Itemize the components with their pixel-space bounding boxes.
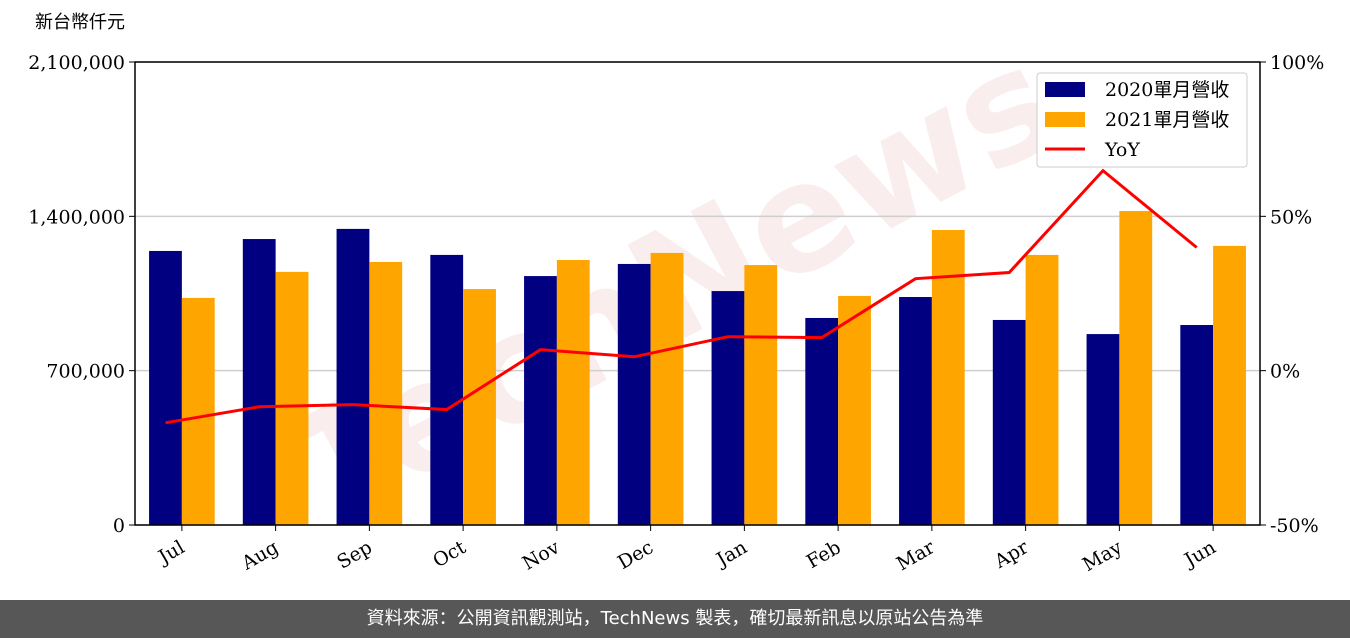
y-tick-label: 2,100,000	[28, 52, 125, 74]
bar	[617, 263, 651, 525]
chart: 新台幣仟元 TechNews 0700,0001,400,0002,100,00…	[28, 12, 1324, 576]
x-tick-label: Jul	[153, 536, 188, 569]
y2-tick-label: -50%	[1270, 515, 1319, 537]
bar	[711, 291, 745, 525]
footer: 資料來源：公開資訊觀測站，TechNews 製表，確切最新訊息以原站公告為準	[0, 600, 1350, 638]
bar	[1086, 334, 1120, 525]
bar	[992, 319, 1026, 525]
y2-tick-label: 100%	[1270, 52, 1324, 74]
x-tick-label: Feb	[803, 536, 845, 573]
bar	[1119, 211, 1153, 525]
x-tick-label: Aug	[237, 536, 282, 575]
x-tick-label: May	[1079, 536, 1126, 576]
x-tick-label: Nov	[519, 536, 564, 575]
bar	[1025, 254, 1059, 525]
bar	[744, 265, 778, 525]
legend-label: YoY	[1104, 139, 1140, 161]
bar	[149, 250, 182, 525]
bar	[430, 254, 464, 525]
legend-label: 2021單月營收	[1105, 109, 1229, 131]
plot-frame	[134, 61, 1261, 526]
bar	[899, 297, 932, 525]
y-tick-label: 700,000	[46, 361, 125, 383]
bar	[1180, 325, 1214, 525]
bar	[463, 289, 496, 525]
bar	[805, 317, 839, 525]
y-axis-label: 新台幣仟元	[35, 12, 125, 33]
y2-tick-label: 0%	[1270, 361, 1300, 383]
bar	[1213, 245, 1246, 525]
line	[165, 168, 1198, 425]
legend-label: 2020單月營收	[1105, 79, 1229, 101]
bar	[524, 276, 557, 525]
x-tick-label: Jan	[711, 536, 751, 572]
x-tick-label: Apr	[990, 536, 1033, 573]
legend-swatch	[1045, 82, 1085, 97]
bar	[369, 261, 403, 525]
bar	[650, 252, 684, 526]
y2-tick-label: 50%	[1270, 206, 1312, 228]
bar	[556, 259, 590, 525]
legend-box	[1036, 72, 1248, 168]
bar	[181, 297, 215, 525]
bar	[931, 230, 965, 525]
legend-swatch	[1045, 112, 1085, 127]
y-tick-label: 1,400,000	[28, 206, 125, 228]
x-tick-label: Jun	[1179, 536, 1220, 572]
x-tick-label: Dec	[614, 536, 657, 574]
bar	[838, 295, 871, 525]
x-tick-label: Oct	[429, 536, 470, 572]
x-tick-label: Mar	[893, 536, 939, 575]
bar	[242, 239, 276, 526]
bar	[336, 228, 370, 525]
y-tick-label: 0	[113, 515, 125, 537]
bar	[275, 271, 309, 525]
